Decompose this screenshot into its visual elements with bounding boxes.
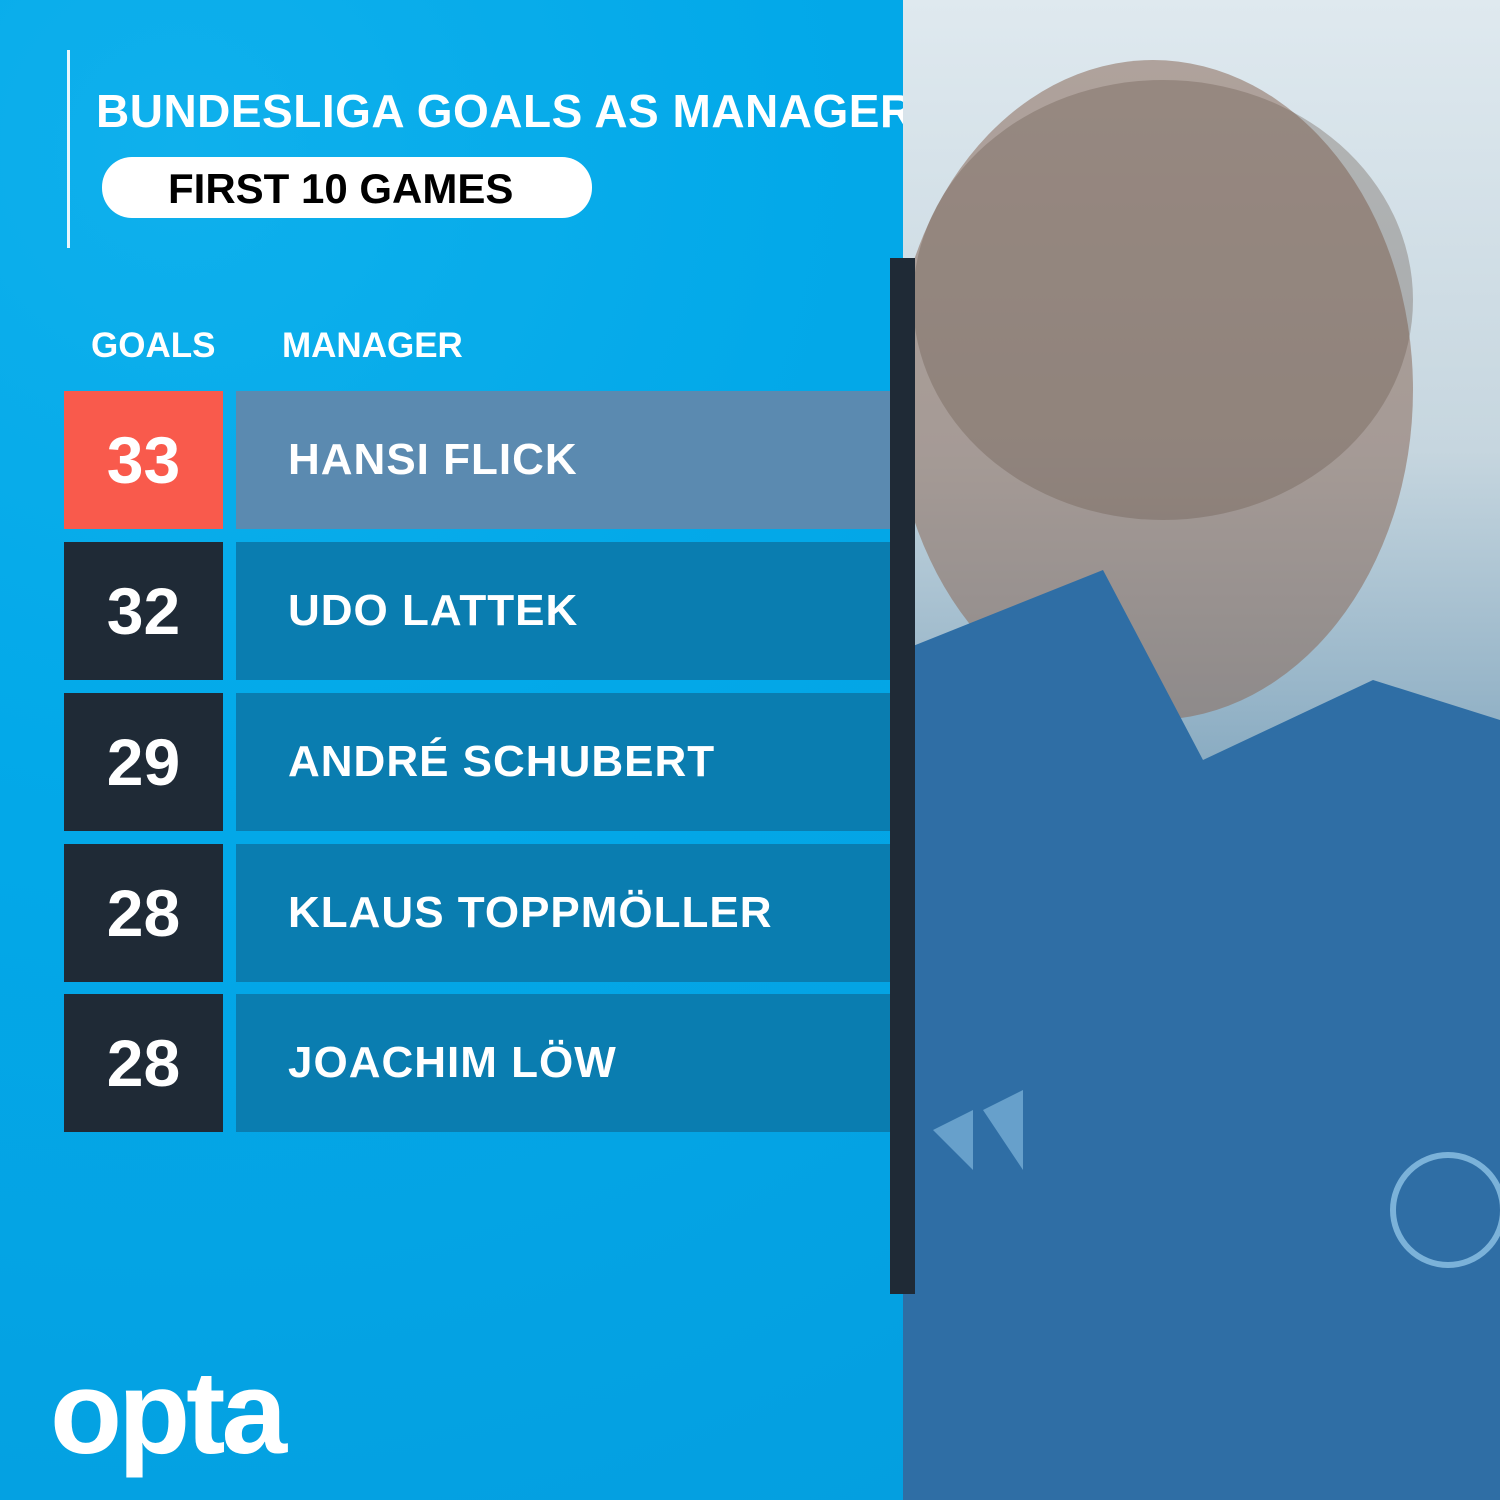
column-header-goals: GOALS (91, 326, 216, 365)
table-row: 33 HANSI FLICK (64, 391, 890, 529)
manager-name: UDO LATTEK (236, 542, 890, 680)
goals-value: 32 (64, 542, 223, 680)
goals-value: 29 (64, 693, 223, 831)
table-row: 28 KLAUS TOPPMÖLLER (64, 844, 890, 982)
column-header-manager: MANAGER (282, 326, 463, 365)
chart-subtitle: FIRST 10 GAMES (168, 165, 514, 212)
table-row: 29 ANDRÉ SCHUBERT (64, 693, 890, 831)
chart-title: BUNDESLIGA GOALS AS MANAGER (96, 85, 914, 137)
goals-value: 33 (64, 391, 223, 529)
divider-bar (890, 258, 915, 1294)
manager-name: KLAUS TOPPMÖLLER (236, 844, 890, 982)
manager-name: ANDRÉ SCHUBERT (236, 693, 890, 831)
table-row: 28 JOACHIM LÖW (64, 994, 890, 1132)
manager-name: JOACHIM LÖW (236, 994, 890, 1132)
opta-logo: opta (50, 1347, 287, 1479)
table-row: 32 UDO LATTEK (64, 542, 890, 680)
manager-photo (903, 0, 1500, 1500)
title-divider (67, 50, 70, 248)
manager-name: HANSI FLICK (236, 391, 890, 529)
manager-photo-illustration (903, 60, 1500, 1500)
subtitle-pill: FIRST 10 GAMES (102, 157, 592, 218)
goals-value: 28 (64, 844, 223, 982)
goals-value: 28 (64, 994, 223, 1132)
